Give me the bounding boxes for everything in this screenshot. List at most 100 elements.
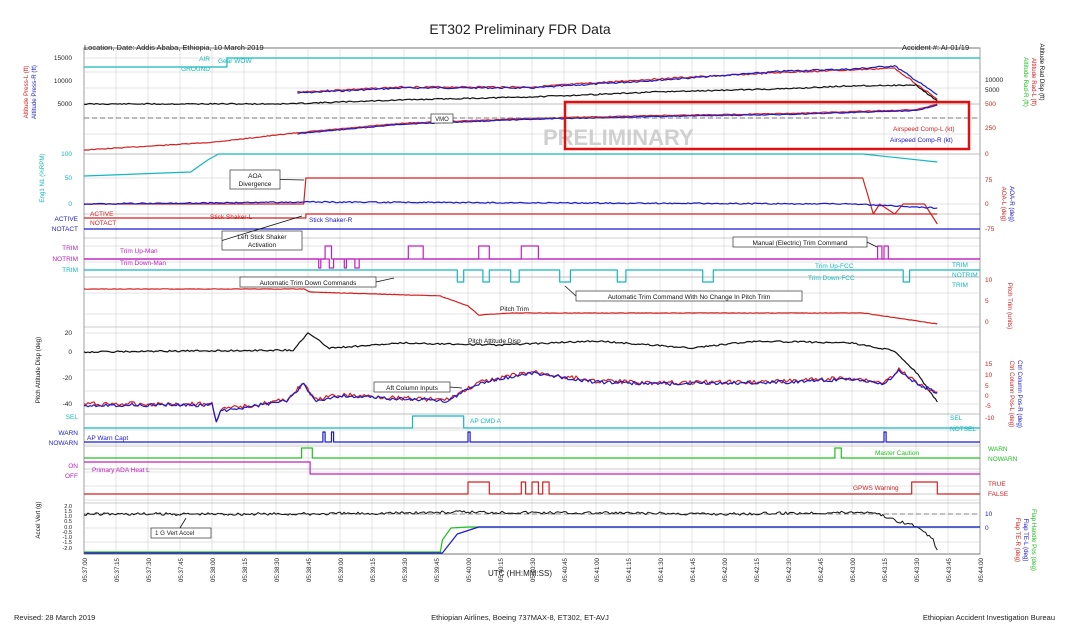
- right-axis-label: Pitch Trim (units): [1006, 283, 1013, 329]
- stick-shaker-r-label: Stick Shaker-R: [309, 217, 353, 224]
- accel-vert-trace: [83, 510, 938, 551]
- trim-fcc-label: TRIM: [62, 267, 78, 274]
- x-tick-label: 05:39:15: [370, 557, 377, 582]
- trim-label: TRIM: [62, 245, 78, 252]
- ap-warn-capt-trace: [84, 431, 980, 443]
- x-tick-label: 05:42:30: [786, 557, 793, 582]
- trim-up-man-label: Trim Up-Man: [120, 248, 158, 255]
- x-tick-label: 05:37:00: [82, 557, 89, 582]
- warn-label: WARN: [58, 430, 78, 437]
- eng-n1-trace: [83, 153, 938, 177]
- right-tick-label: 5: [985, 383, 989, 390]
- pitch-attitude-label: Pitch Attitude Disp: [468, 338, 521, 345]
- ap-cmd-a-label: AP CMD A: [470, 418, 502, 425]
- left-tick-label: -1.5: [62, 540, 72, 546]
- auto-trim-down-callout-text: Automatic Trim Down Commands: [260, 280, 358, 287]
- grid: [83, 47, 981, 555]
- x-tick-label: 05:40:00: [466, 557, 473, 582]
- aoa-divergence-callout-text: AOA Divergence: [239, 173, 272, 188]
- altitude-press-l-trace: [297, 67, 938, 100]
- right-axis-label: Flap Handle Pos (deg): [1030, 509, 1037, 571]
- gear-air-label: AIR: [199, 56, 210, 63]
- true-label: TRUE: [988, 481, 1006, 488]
- x-tick-label: 05:38:45: [306, 557, 313, 582]
- x-tick-label: 05:37:30: [146, 557, 153, 582]
- right-tick-label: 10: [985, 277, 993, 284]
- right-tick-label: 0: [985, 525, 989, 532]
- notrim-r-label: NOTRIM: [952, 272, 978, 279]
- x-tick-label: 05:43:15: [882, 557, 889, 582]
- x-tick-label: 05:42:15: [754, 557, 761, 582]
- accident-number: Accident #: AI-01/19: [902, 43, 969, 52]
- x-tick-label: 05:43:00: [850, 557, 857, 582]
- ctrl-column-r-trace: [83, 369, 938, 423]
- ap-cmd-a-trace: [84, 415, 980, 429]
- right-axis-label: Altitude Rad-R (ft): [1022, 57, 1029, 107]
- one-g-label: 1 G Vert Accel: [155, 530, 194, 537]
- trim-up-fcc-label: Trim Up-FCC: [815, 263, 854, 270]
- right-tick-label: 75: [985, 177, 993, 184]
- right-tick-label: -75: [985, 226, 995, 233]
- right-tick-label: 0: [985, 151, 989, 158]
- right-tick-label: 5000: [985, 87, 1000, 94]
- flap-te-l-trace: [84, 526, 980, 554]
- revised-date: Revised: 28 March 2019: [14, 613, 95, 622]
- left-tick-label: -40: [63, 401, 73, 408]
- x-tick-label: 05:43:30: [914, 557, 921, 582]
- right-axis-label: AOA-L (deg): [1000, 187, 1007, 222]
- gear-wow-trace: [84, 57, 980, 68]
- stick-shaker-l-trace: [84, 213, 938, 219]
- master-caution-label: Master Caution: [875, 450, 919, 457]
- off-label: OFF: [65, 473, 78, 480]
- x-tick-label: 05:38:00: [210, 557, 217, 582]
- left-tick-label: 100: [61, 151, 72, 158]
- sel-r-label: SEL: [950, 415, 963, 422]
- auto-trim-down-callout-pointer: [375, 277, 395, 283]
- aft-column-callout-pointer: [449, 386, 463, 389]
- airspeed-r-label: Airspeed Comp-R (kt): [890, 137, 953, 144]
- gpws-warning-trace: [84, 481, 980, 495]
- notact-label: NOTACT: [52, 226, 78, 233]
- pitch-attitude-trace: [83, 332, 938, 403]
- one-g-pointer: [179, 517, 187, 529]
- sel-l-label: SEL: [66, 414, 79, 421]
- altitude-press-r-trace: [297, 65, 938, 96]
- right-axis-label: AOA-R (deg): [1008, 186, 1015, 222]
- right-tick-label: 5: [985, 298, 989, 305]
- notact-l-label: NOTACT: [90, 220, 116, 227]
- left-tick-label: -0.5: [62, 530, 72, 536]
- traces: [83, 57, 980, 554]
- right-axis-label: Altitude Rad Disp (ft): [1038, 43, 1045, 100]
- x-axis-label: UTC (HH:MM:SS): [488, 569, 552, 578]
- trim-down-man-label: Trim Down-Man: [120, 260, 166, 267]
- left-tick-label: 5000: [58, 101, 73, 108]
- x-tick-label: 05:41:45: [690, 557, 697, 582]
- trim-r-label: TRIM: [952, 262, 968, 269]
- right-axis-label: Altitude Rad-L (ft): [1030, 58, 1037, 106]
- notsel-label: NOTSEL: [950, 426, 976, 433]
- false-label: FALSE: [988, 491, 1009, 498]
- right-tick-label: 15: [985, 361, 993, 368]
- right-axis-label: Ctrl Column Pos-R (deg): [1016, 360, 1023, 428]
- right-axis-label: Ctrl Column Pos-L (deg): [1008, 361, 1015, 427]
- left-tick-label: 0: [68, 201, 72, 208]
- active-l-label: ACTIVE: [90, 211, 114, 218]
- x-tick-label: 05:41:15: [626, 557, 633, 582]
- x-tick-label: 05:41:00: [594, 557, 601, 582]
- right-tick-label: 10: [985, 511, 993, 518]
- bureau-name: Ethiopian Accident Investigation Bureau: [923, 613, 1055, 622]
- manual-trim-callout-text: Manual (Electric) Trim Command: [753, 240, 848, 247]
- pitch-trim-trace: [83, 288, 938, 325]
- left-tick-label: -1.0: [62, 535, 72, 541]
- right-tick-label: -5: [985, 403, 991, 410]
- active-label: ACTIVE: [55, 216, 79, 223]
- nowarn-r-label: NOWARN: [988, 456, 1018, 463]
- x-tick-label: 05:37:45: [178, 557, 185, 582]
- gpws-warning-label: GPWS Warning: [853, 485, 899, 492]
- aoa-divergence-callout-pointer: [279, 179, 305, 181]
- x-tick-label: 05:40:30: [530, 557, 537, 582]
- left-axis-label: Altitude Press-L (ft): [23, 66, 30, 119]
- x-tick-label: 05:38:30: [274, 557, 281, 582]
- right-tick-label: 500: [985, 101, 996, 108]
- nowarn-label: NOWARN: [49, 440, 79, 447]
